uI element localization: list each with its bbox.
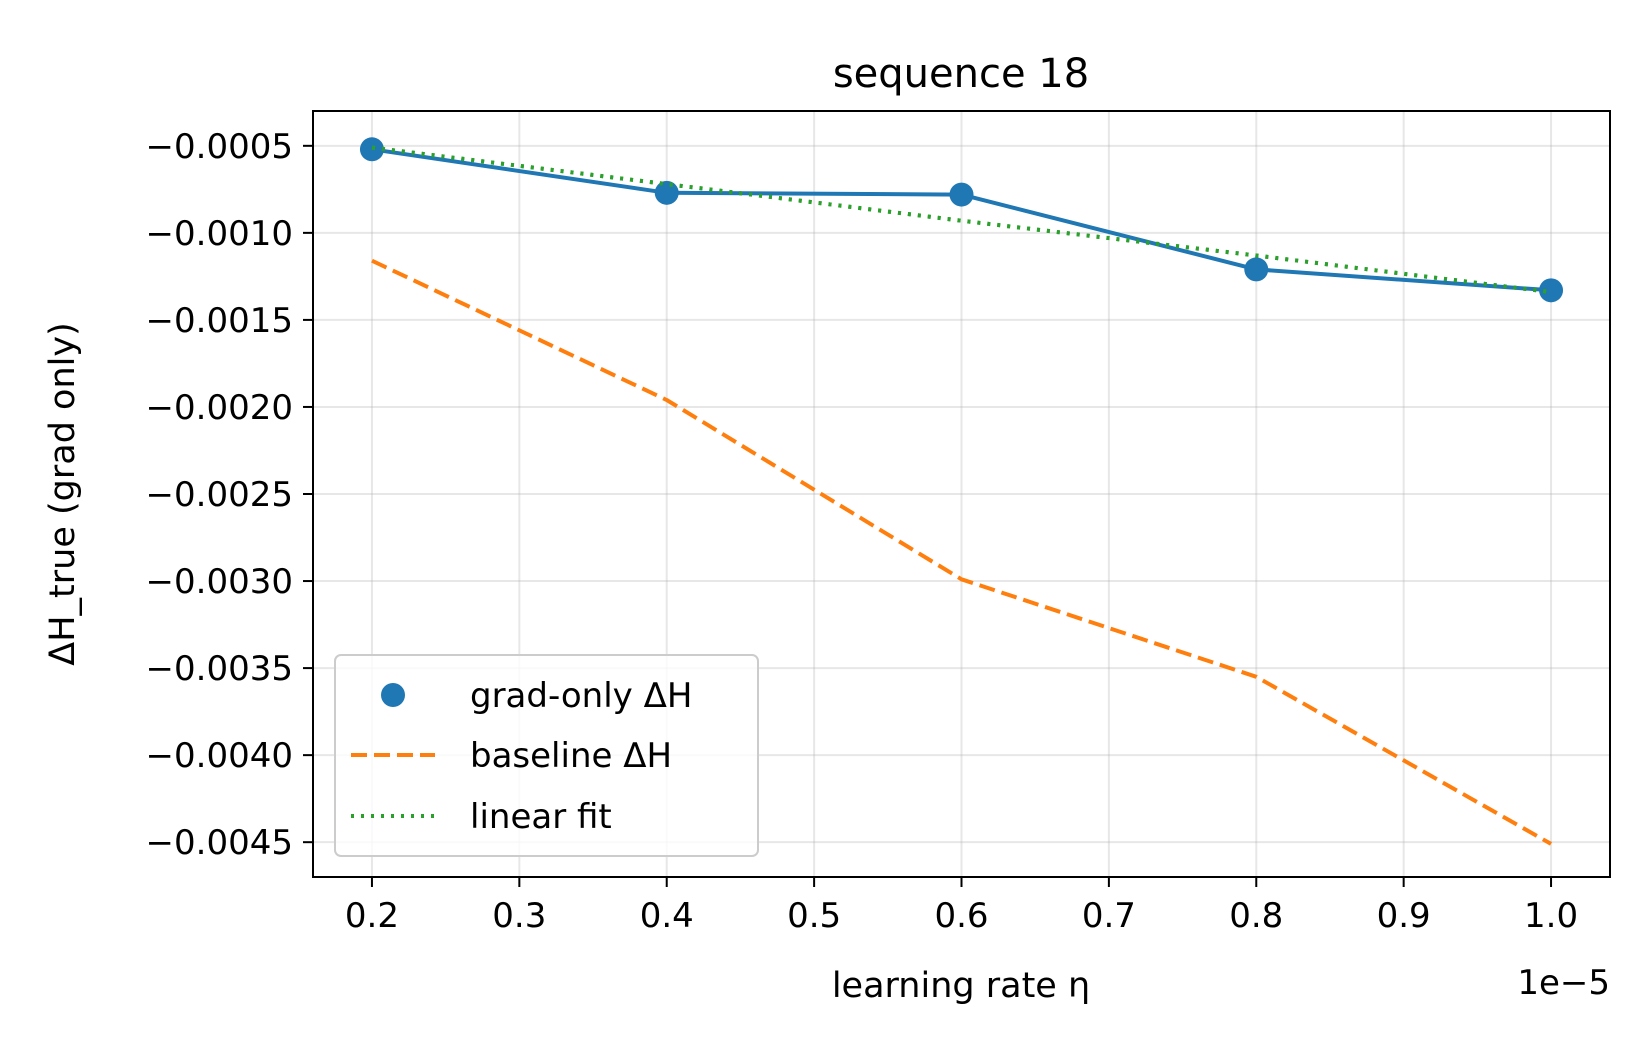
y-tick-label: −0.0045 (146, 823, 293, 863)
y-tick-label: −0.0010 (146, 214, 293, 254)
x-tick-label: 0.7 (1082, 896, 1136, 936)
x-tick-label: 1.0 (1524, 896, 1578, 936)
x-axis: 0.2 0.3 0.4 0.5 0.6 0.7 0.8 0.9 1.0 (345, 877, 1578, 936)
x-axis-offset-text: 1e−5 (1517, 963, 1610, 1003)
legend-marker-grad-only (381, 683, 405, 707)
y-tick-label: −0.0020 (146, 388, 293, 428)
x-axis-label: learning rate η (832, 966, 1090, 1006)
y-tick-label: −0.0005 (146, 127, 293, 167)
data-point (949, 182, 974, 207)
legend-label-baseline: baseline ΔH (470, 736, 672, 776)
data-point (654, 180, 679, 205)
legend: grad-only ΔH baseline ΔH linear fit (334, 654, 759, 857)
data-point (1244, 257, 1269, 282)
legend-label-linear-fit: linear fit (470, 797, 612, 837)
y-axis: −0.0005 −0.0010 −0.0015 −0.0020 −0.0025 −0.00… (146, 127, 313, 863)
x-tick-label: 0.3 (492, 896, 546, 936)
x-tick-label: 0.4 (640, 896, 694, 936)
series-layer (359, 137, 1564, 846)
y-tick-label: −0.0030 (146, 562, 293, 602)
y-tick-label: −0.0035 (146, 649, 293, 689)
legend-box (334, 654, 759, 857)
legend-label-grad-only: grad-only ΔH (470, 676, 692, 716)
y-tick-label: −0.0040 (146, 736, 293, 776)
x-tick-label: 0.9 (1377, 896, 1431, 936)
y-axis-label: ΔH_true (grad only) (43, 322, 83, 665)
y-tick-label: −0.0025 (146, 475, 293, 515)
x-tick-label: 0.2 (345, 896, 399, 936)
x-tick-label: 0.8 (1229, 896, 1283, 936)
data-point (1539, 278, 1564, 303)
series-line-baseline (371, 258, 1552, 846)
y-tick-label: −0.0015 (146, 301, 293, 341)
x-tick-label: 0.5 (787, 896, 841, 936)
chart-title: sequence 18 (833, 51, 1089, 97)
x-tick-label: 0.6 (934, 896, 988, 936)
